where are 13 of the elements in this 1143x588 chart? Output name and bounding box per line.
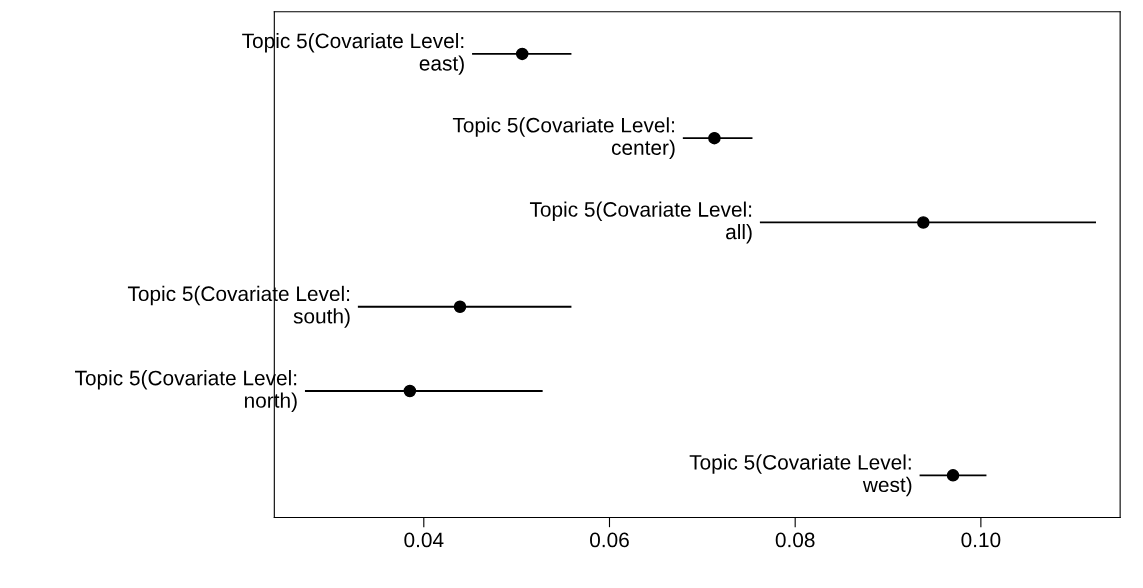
- x-tick-label: 0.10: [961, 532, 1001, 548]
- point: [708, 131, 721, 145]
- point: [453, 300, 467, 313]
- x-tick-label: 0.04: [404, 532, 444, 548]
- x-tick-label: 0.08: [775, 532, 815, 548]
- point: [946, 469, 960, 482]
- annotation: Topic 5(Covariate Level: all): [529, 201, 752, 244]
- point: [917, 216, 930, 229]
- point: [515, 47, 529, 61]
- annotation: Topic 5(Covariate Level: west): [689, 454, 912, 497]
- x-tick-label: 0.06: [590, 532, 629, 548]
- point: [403, 384, 417, 398]
- annotation: Topic 5(Covariate Level: center): [452, 117, 675, 160]
